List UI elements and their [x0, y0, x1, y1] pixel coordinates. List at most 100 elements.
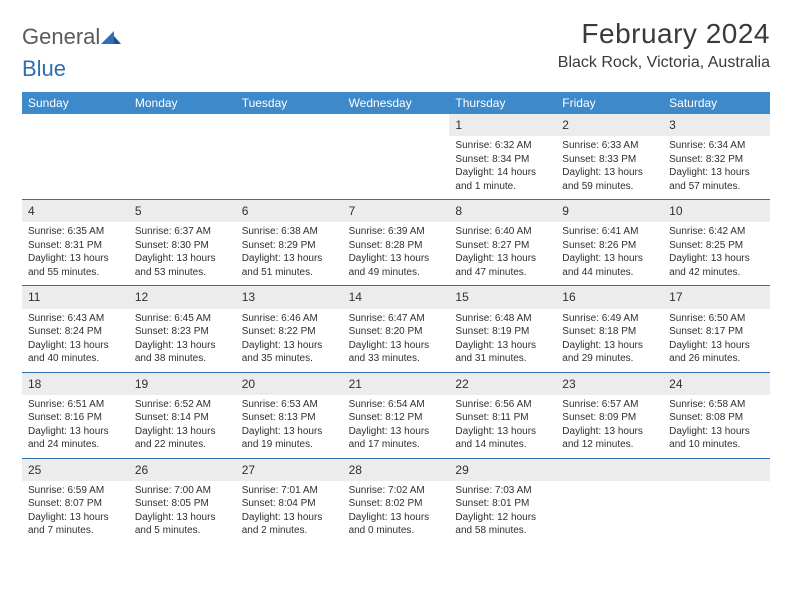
- day-number: 22: [449, 373, 556, 395]
- day-cell: 6Sunrise: 6:38 AMSunset: 8:29 PMDaylight…: [236, 200, 343, 285]
- day-header-tuesday: Tuesday: [236, 92, 343, 114]
- sunrise-text: Sunrise: 6:35 AM: [28, 225, 123, 239]
- day-cell: 12Sunrise: 6:45 AMSunset: 8:23 PMDayligh…: [129, 286, 236, 371]
- week-row: 11Sunrise: 6:43 AMSunset: 8:24 PMDayligh…: [22, 285, 770, 371]
- day-cell: 2Sunrise: 6:33 AMSunset: 8:33 PMDaylight…: [556, 114, 663, 199]
- day-number: 11: [22, 286, 129, 308]
- day-body: Sunrise: 6:52 AMSunset: 8:14 PMDaylight:…: [129, 395, 236, 458]
- day-number: 3: [663, 114, 770, 136]
- day-number: 6: [236, 200, 343, 222]
- day-cell: [343, 114, 450, 199]
- logo: General: [22, 24, 123, 50]
- day-cell: 19Sunrise: 6:52 AMSunset: 8:14 PMDayligh…: [129, 373, 236, 458]
- sunset-text: Sunset: 8:23 PM: [135, 325, 230, 339]
- sunset-text: Sunset: 8:02 PM: [349, 497, 444, 511]
- day-cell: 11Sunrise: 6:43 AMSunset: 8:24 PMDayligh…: [22, 286, 129, 371]
- day-body: Sunrise: 6:46 AMSunset: 8:22 PMDaylight:…: [236, 309, 343, 372]
- day-body: Sunrise: 6:53 AMSunset: 8:13 PMDaylight:…: [236, 395, 343, 458]
- day-body: Sunrise: 6:40 AMSunset: 8:27 PMDaylight:…: [449, 222, 556, 285]
- day-body: Sunrise: 6:54 AMSunset: 8:12 PMDaylight:…: [343, 395, 450, 458]
- sunset-text: Sunset: 8:29 PM: [242, 239, 337, 253]
- sunrise-text: Sunrise: 6:41 AM: [562, 225, 657, 239]
- daylight-text: Daylight: 13 hours and 31 minutes.: [455, 339, 550, 366]
- daylight-text: Daylight: 13 hours and 40 minutes.: [28, 339, 123, 366]
- sunset-text: Sunset: 8:30 PM: [135, 239, 230, 253]
- day-body: Sunrise: 6:57 AMSunset: 8:09 PMDaylight:…: [556, 395, 663, 458]
- sunrise-text: Sunrise: 6:42 AM: [669, 225, 764, 239]
- sunrise-text: Sunrise: 6:49 AM: [562, 312, 657, 326]
- sunset-text: Sunset: 8:14 PM: [135, 411, 230, 425]
- day-number: 13: [236, 286, 343, 308]
- day-number: 2: [556, 114, 663, 136]
- day-cell: [236, 114, 343, 199]
- sunset-text: Sunset: 8:16 PM: [28, 411, 123, 425]
- day-cell: [22, 114, 129, 199]
- day-number: 15: [449, 286, 556, 308]
- sunset-text: Sunset: 8:20 PM: [349, 325, 444, 339]
- day-body: Sunrise: 6:42 AMSunset: 8:25 PMDaylight:…: [663, 222, 770, 285]
- sunset-text: Sunset: 8:22 PM: [242, 325, 337, 339]
- day-number: [663, 459, 770, 481]
- day-number: 10: [663, 200, 770, 222]
- daylight-text: Daylight: 13 hours and 10 minutes.: [669, 425, 764, 452]
- sunset-text: Sunset: 8:28 PM: [349, 239, 444, 253]
- day-cell: 15Sunrise: 6:48 AMSunset: 8:19 PMDayligh…: [449, 286, 556, 371]
- day-cell: 13Sunrise: 6:46 AMSunset: 8:22 PMDayligh…: [236, 286, 343, 371]
- sunrise-text: Sunrise: 6:54 AM: [349, 398, 444, 412]
- sunset-text: Sunset: 8:12 PM: [349, 411, 444, 425]
- sunrise-text: Sunrise: 6:53 AM: [242, 398, 337, 412]
- day-body: Sunrise: 6:50 AMSunset: 8:17 PMDaylight:…: [663, 309, 770, 372]
- sunrise-text: Sunrise: 7:02 AM: [349, 484, 444, 498]
- sunrise-text: Sunrise: 6:59 AM: [28, 484, 123, 498]
- sunset-text: Sunset: 8:34 PM: [455, 153, 550, 167]
- day-body: Sunrise: 6:51 AMSunset: 8:16 PMDaylight:…: [22, 395, 129, 458]
- sunset-text: Sunset: 8:27 PM: [455, 239, 550, 253]
- day-cell: 14Sunrise: 6:47 AMSunset: 8:20 PMDayligh…: [343, 286, 450, 371]
- sunrise-text: Sunrise: 6:38 AM: [242, 225, 337, 239]
- day-cell: 8Sunrise: 6:40 AMSunset: 8:27 PMDaylight…: [449, 200, 556, 285]
- daylight-text: Daylight: 13 hours and 57 minutes.: [669, 166, 764, 193]
- day-cell: 9Sunrise: 6:41 AMSunset: 8:26 PMDaylight…: [556, 200, 663, 285]
- daylight-text: Daylight: 13 hours and 35 minutes.: [242, 339, 337, 366]
- sunset-text: Sunset: 8:13 PM: [242, 411, 337, 425]
- day-number: 16: [556, 286, 663, 308]
- day-body: Sunrise: 7:00 AMSunset: 8:05 PMDaylight:…: [129, 481, 236, 544]
- sunrise-text: Sunrise: 6:46 AM: [242, 312, 337, 326]
- location: Black Rock, Victoria, Australia: [558, 54, 770, 72]
- sunrise-text: Sunrise: 6:45 AM: [135, 312, 230, 326]
- day-cell: [556, 459, 663, 544]
- day-cell: 26Sunrise: 7:00 AMSunset: 8:05 PMDayligh…: [129, 459, 236, 544]
- sunset-text: Sunset: 8:17 PM: [669, 325, 764, 339]
- daylight-text: Daylight: 13 hours and 12 minutes.: [562, 425, 657, 452]
- day-number: 1: [449, 114, 556, 136]
- sunrise-text: Sunrise: 6:56 AM: [455, 398, 550, 412]
- week-row: 1Sunrise: 6:32 AMSunset: 8:34 PMDaylight…: [22, 114, 770, 199]
- week-row: 25Sunrise: 6:59 AMSunset: 8:07 PMDayligh…: [22, 458, 770, 544]
- sunset-text: Sunset: 8:33 PM: [562, 153, 657, 167]
- month-title: February 2024: [558, 18, 770, 50]
- day-body: [556, 481, 663, 490]
- day-number: 12: [129, 286, 236, 308]
- day-header-saturday: Saturday: [663, 92, 770, 114]
- day-number: 25: [22, 459, 129, 481]
- day-body: Sunrise: 6:47 AMSunset: 8:20 PMDaylight:…: [343, 309, 450, 372]
- day-body: Sunrise: 6:58 AMSunset: 8:08 PMDaylight:…: [663, 395, 770, 458]
- day-number: 27: [236, 459, 343, 481]
- day-cell: 17Sunrise: 6:50 AMSunset: 8:17 PMDayligh…: [663, 286, 770, 371]
- day-cell: 16Sunrise: 6:49 AMSunset: 8:18 PMDayligh…: [556, 286, 663, 371]
- day-cell: 28Sunrise: 7:02 AMSunset: 8:02 PMDayligh…: [343, 459, 450, 544]
- day-number: [556, 459, 663, 481]
- day-cell: 25Sunrise: 6:59 AMSunset: 8:07 PMDayligh…: [22, 459, 129, 544]
- logo-triangle-icon: [101, 24, 121, 50]
- sunrise-text: Sunrise: 6:48 AM: [455, 312, 550, 326]
- daylight-text: Daylight: 13 hours and 0 minutes.: [349, 511, 444, 538]
- day-body: Sunrise: 6:43 AMSunset: 8:24 PMDaylight:…: [22, 309, 129, 372]
- day-cell: 23Sunrise: 6:57 AMSunset: 8:09 PMDayligh…: [556, 373, 663, 458]
- day-body: Sunrise: 6:32 AMSunset: 8:34 PMDaylight:…: [449, 136, 556, 199]
- day-cell: 24Sunrise: 6:58 AMSunset: 8:08 PMDayligh…: [663, 373, 770, 458]
- day-body: Sunrise: 6:38 AMSunset: 8:29 PMDaylight:…: [236, 222, 343, 285]
- sunrise-text: Sunrise: 6:57 AM: [562, 398, 657, 412]
- day-body: Sunrise: 7:02 AMSunset: 8:02 PMDaylight:…: [343, 481, 450, 544]
- sunrise-text: Sunrise: 6:39 AM: [349, 225, 444, 239]
- day-number: 20: [236, 373, 343, 395]
